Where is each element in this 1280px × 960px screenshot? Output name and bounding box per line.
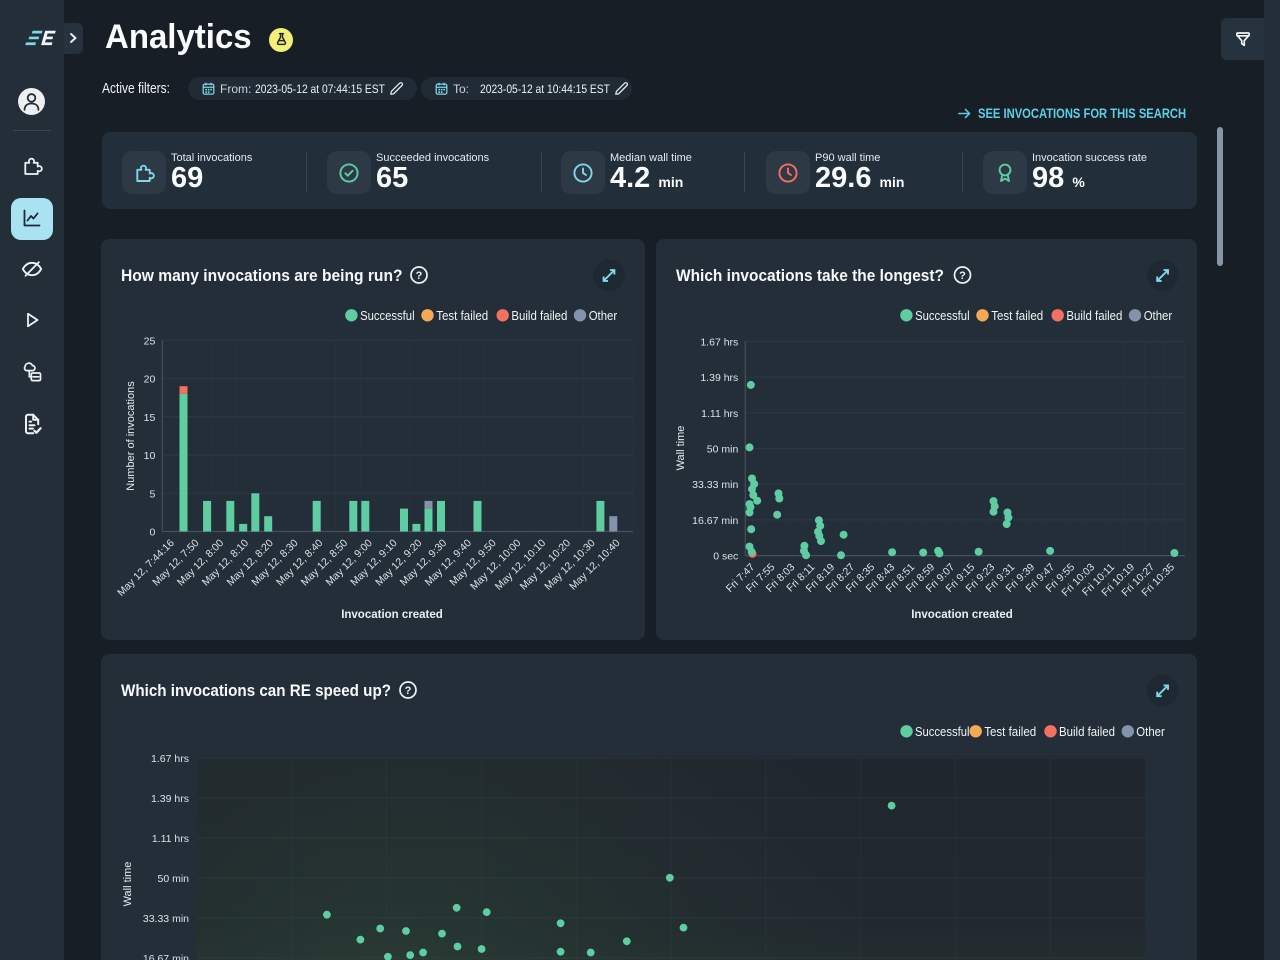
svg-text:Build failed: Build failed [1066, 308, 1122, 323]
svg-text:Successful: Successful [915, 308, 970, 323]
svg-text:Which invocations take the lon: Which invocations take the longest? [676, 266, 944, 285]
svg-text:Other: Other [1144, 308, 1173, 323]
svg-text:Wall time: Wall time [122, 862, 134, 907]
svg-text:1.67 hrs: 1.67 hrs [151, 753, 189, 765]
svg-text:1.67 hrs: 1.67 hrs [700, 336, 738, 348]
svg-text:1.39 hrs: 1.39 hrs [700, 372, 738, 384]
svg-text:25: 25 [144, 335, 156, 347]
svg-text:Build failed: Build failed [1059, 724, 1115, 739]
svg-text:50 min: 50 min [157, 873, 189, 885]
svg-text:?: ? [959, 270, 966, 282]
svg-text:33.33 min: 33.33 min [692, 479, 738, 491]
svg-text:10: 10 [144, 450, 156, 462]
svg-text:1.11 hrs: 1.11 hrs [152, 833, 189, 845]
svg-text:15: 15 [144, 412, 156, 424]
svg-text:Wall time: Wall time [675, 426, 687, 471]
svg-text:Successful: Successful [360, 308, 415, 323]
svg-text:How many invocations are being: How many invocations are being run? [121, 266, 403, 285]
svg-text:16.67 min: 16.67 min [692, 515, 738, 527]
svg-text:16.67 min: 16.67 min [143, 953, 189, 960]
svg-text:50 min: 50 min [707, 444, 739, 456]
svg-text:20: 20 [144, 374, 156, 386]
svg-text:Test failed: Test failed [991, 308, 1043, 323]
svg-text:Other: Other [589, 308, 618, 323]
svg-text:5: 5 [149, 488, 155, 500]
svg-text:Other: Other [1136, 724, 1165, 739]
svg-text:Test failed: Test failed [436, 308, 488, 323]
svg-text:Which invocations can RE speed: Which invocations can RE speed up? [121, 681, 391, 700]
svg-text:Invocation created: Invocation created [341, 609, 443, 621]
svg-text:Build failed: Build failed [511, 308, 567, 323]
svg-text:1.39 hrs: 1.39 hrs [151, 793, 189, 805]
svg-text:33.33 min: 33.33 min [143, 913, 189, 925]
svg-text:Test failed: Test failed [984, 724, 1036, 739]
svg-text:Number of invocations: Number of invocations [125, 381, 137, 491]
svg-text:1.11 hrs: 1.11 hrs [701, 408, 738, 420]
svg-text:?: ? [405, 685, 412, 697]
svg-text:?: ? [416, 270, 423, 282]
svg-text:0: 0 [149, 527, 155, 539]
svg-text:Invocation created: Invocation created [911, 609, 1013, 621]
svg-text:Successful: Successful [915, 724, 970, 739]
svg-text:0 sec: 0 sec [713, 551, 738, 563]
